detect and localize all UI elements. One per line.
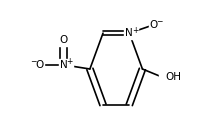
Text: O: O xyxy=(35,60,43,70)
Text: O: O xyxy=(60,35,68,45)
Bar xyxy=(30,59,44,71)
Text: OH: OH xyxy=(166,72,182,82)
Bar xyxy=(124,27,138,39)
Bar xyxy=(58,34,69,46)
Bar xyxy=(59,59,73,71)
Text: N: N xyxy=(60,60,67,70)
Text: +: + xyxy=(132,26,138,35)
Text: N: N xyxy=(125,28,133,38)
Text: −: − xyxy=(156,17,162,26)
Text: −: − xyxy=(31,57,37,66)
Text: +: + xyxy=(66,57,73,66)
Bar xyxy=(159,71,174,83)
Text: O: O xyxy=(149,20,158,30)
Bar xyxy=(149,19,164,31)
